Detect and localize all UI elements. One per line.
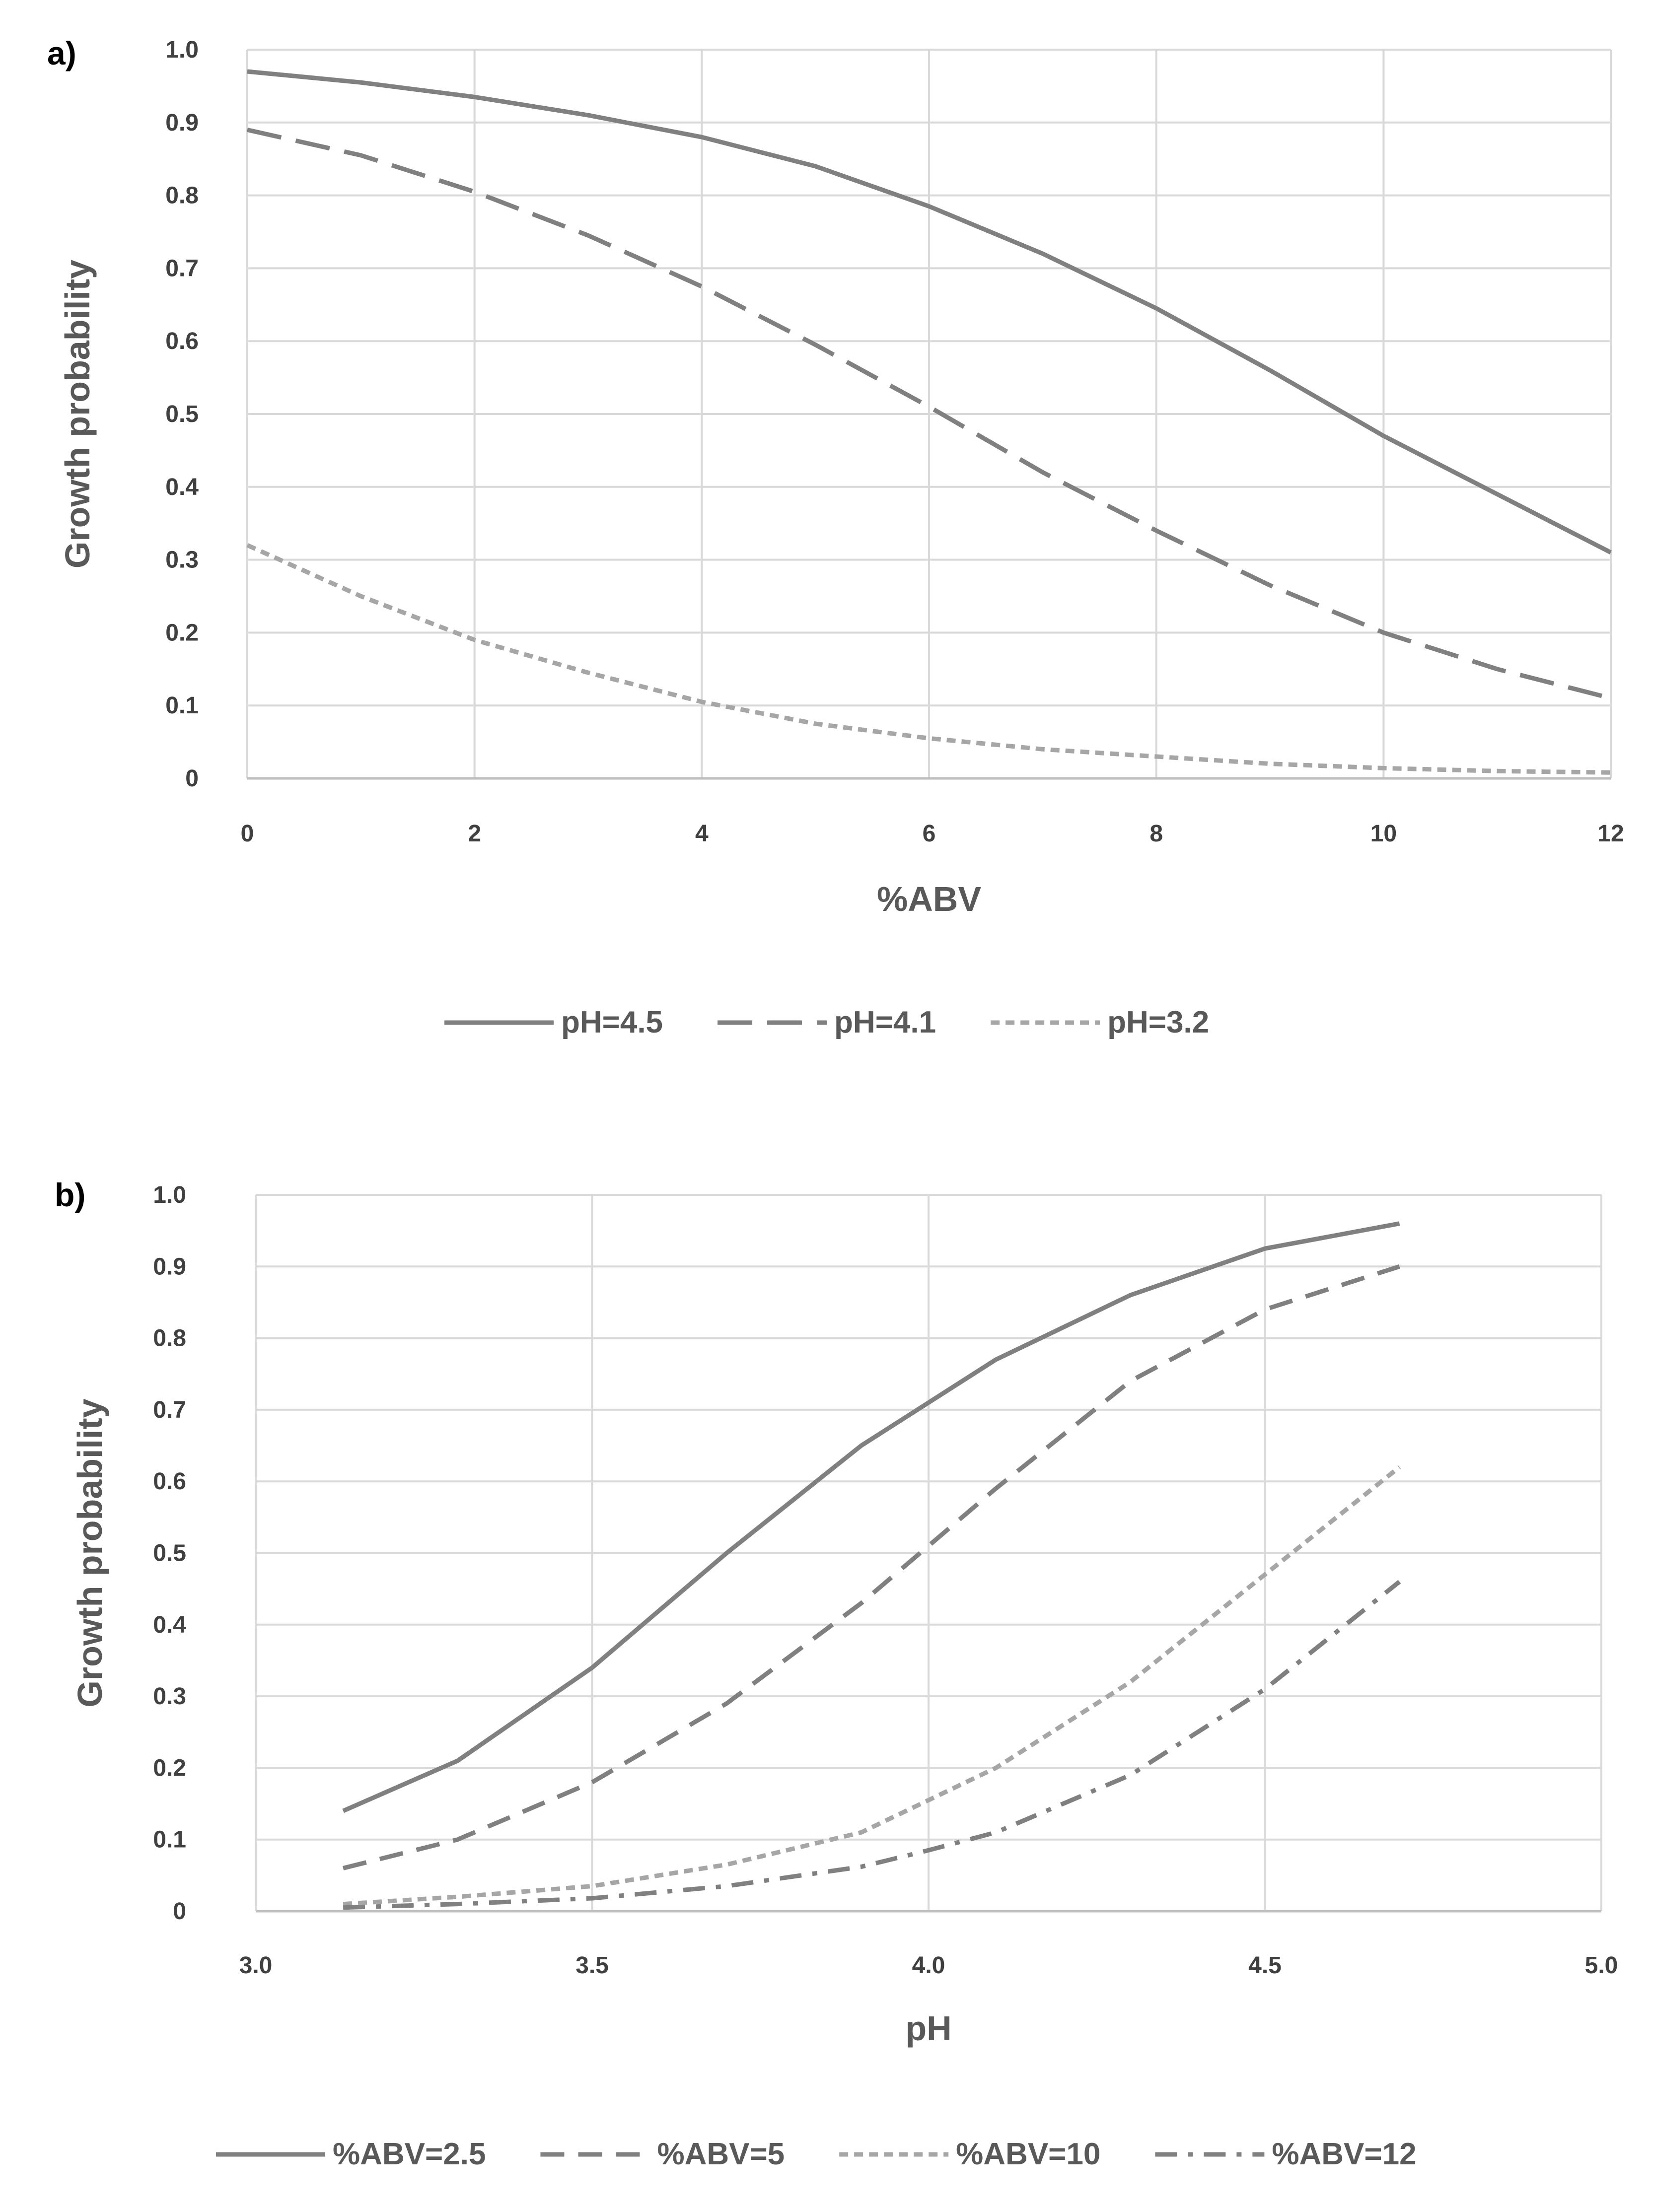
x-tick-label: 12	[1597, 821, 1624, 847]
legend-label: %ABV=2.5	[333, 2137, 486, 2171]
y-tick-label: 0.8	[153, 1325, 186, 1352]
legend-label: %ABV=12	[1272, 2137, 1416, 2171]
y-axis-title: Growth probability	[58, 260, 97, 568]
legend-label: pH=4.1	[834, 1005, 936, 1039]
y-tick-label: 0.2	[153, 1755, 186, 1781]
series-line	[343, 1580, 1401, 1910]
y-tick-label: 0.1	[165, 692, 199, 719]
x-tick-label: 10	[1370, 821, 1397, 847]
x-tick-label: 0	[241, 821, 254, 847]
y-tick-label: 1.0	[153, 1182, 186, 1208]
chart-a: a) 0 0.1 0.2 0.3 0.4 0.5 0.6 0.7 0.8 0.9 1.0 0 2 4 6 8 10…	[47, 35, 1624, 1039]
x-tick-label: 4	[695, 821, 709, 847]
y-tick-label: 0.6	[153, 1468, 186, 1495]
y-tick-label: 0.5	[165, 401, 199, 427]
legend-label: pH=3.2	[1107, 1005, 1209, 1039]
x-axis-title: %ABV	[877, 880, 981, 918]
y-tick-label: 0.3	[153, 1683, 186, 1710]
legend-label: %ABV=5	[657, 2137, 785, 2171]
x-tick-label: 8	[1150, 821, 1163, 847]
y-tick-label: 0.8	[165, 183, 199, 209]
y-tick-label: 0.7	[165, 255, 199, 281]
y-tick-label: 0.3	[165, 547, 199, 573]
series-line	[343, 1465, 1401, 1907]
x-tick-label: 6	[923, 821, 936, 847]
x-tick-label: 2	[468, 821, 481, 847]
y-tick-label: 0.9	[165, 110, 199, 136]
y-tick-label: 0.9	[153, 1253, 186, 1280]
y-tick-label: 0	[185, 765, 199, 792]
series-line	[342, 1221, 1400, 1813]
y-tick-label: 0.4	[153, 1612, 186, 1638]
series-line	[247, 128, 1612, 700]
panel-label: b)	[55, 1176, 85, 1213]
x-tick-label: 3.5	[575, 1952, 609, 1979]
legend-label: %ABV=10	[956, 2137, 1100, 2171]
y-tick-label: 1.0	[165, 37, 199, 63]
x-tick-label: 3.0	[239, 1952, 273, 1979]
chart-b: b) 0 0.1 0.2 0.3 0.4 0.5 0.6 0.7 0.8 0.9 1.0 3.0 3.5 4…	[55, 1176, 1618, 2171]
y-tick-label: 0.4	[165, 474, 199, 500]
x-axis-title: pH	[905, 2009, 951, 2048]
x-tick-label: 4.0	[912, 1952, 945, 1979]
y-tick-label: 0.2	[165, 620, 199, 646]
x-tick-label: 4.5	[1248, 1952, 1282, 1979]
y-tick-label: 0.7	[153, 1397, 186, 1423]
y-tick-label: 0.5	[153, 1540, 186, 1567]
panel-label: a)	[47, 35, 76, 71]
x-tick-label: 5.0	[1585, 1952, 1618, 1979]
series-line	[343, 1264, 1400, 1870]
y-tick-label: 0.1	[153, 1827, 186, 1853]
legend-label: pH=4.5	[561, 1005, 663, 1039]
y-tick-label: 0.6	[165, 328, 199, 354]
y-axis-title: Growth probability	[71, 1398, 109, 1707]
y-tick-label: 0	[173, 1898, 186, 1925]
series-line	[247, 69, 1612, 554]
series-line	[246, 543, 1611, 775]
